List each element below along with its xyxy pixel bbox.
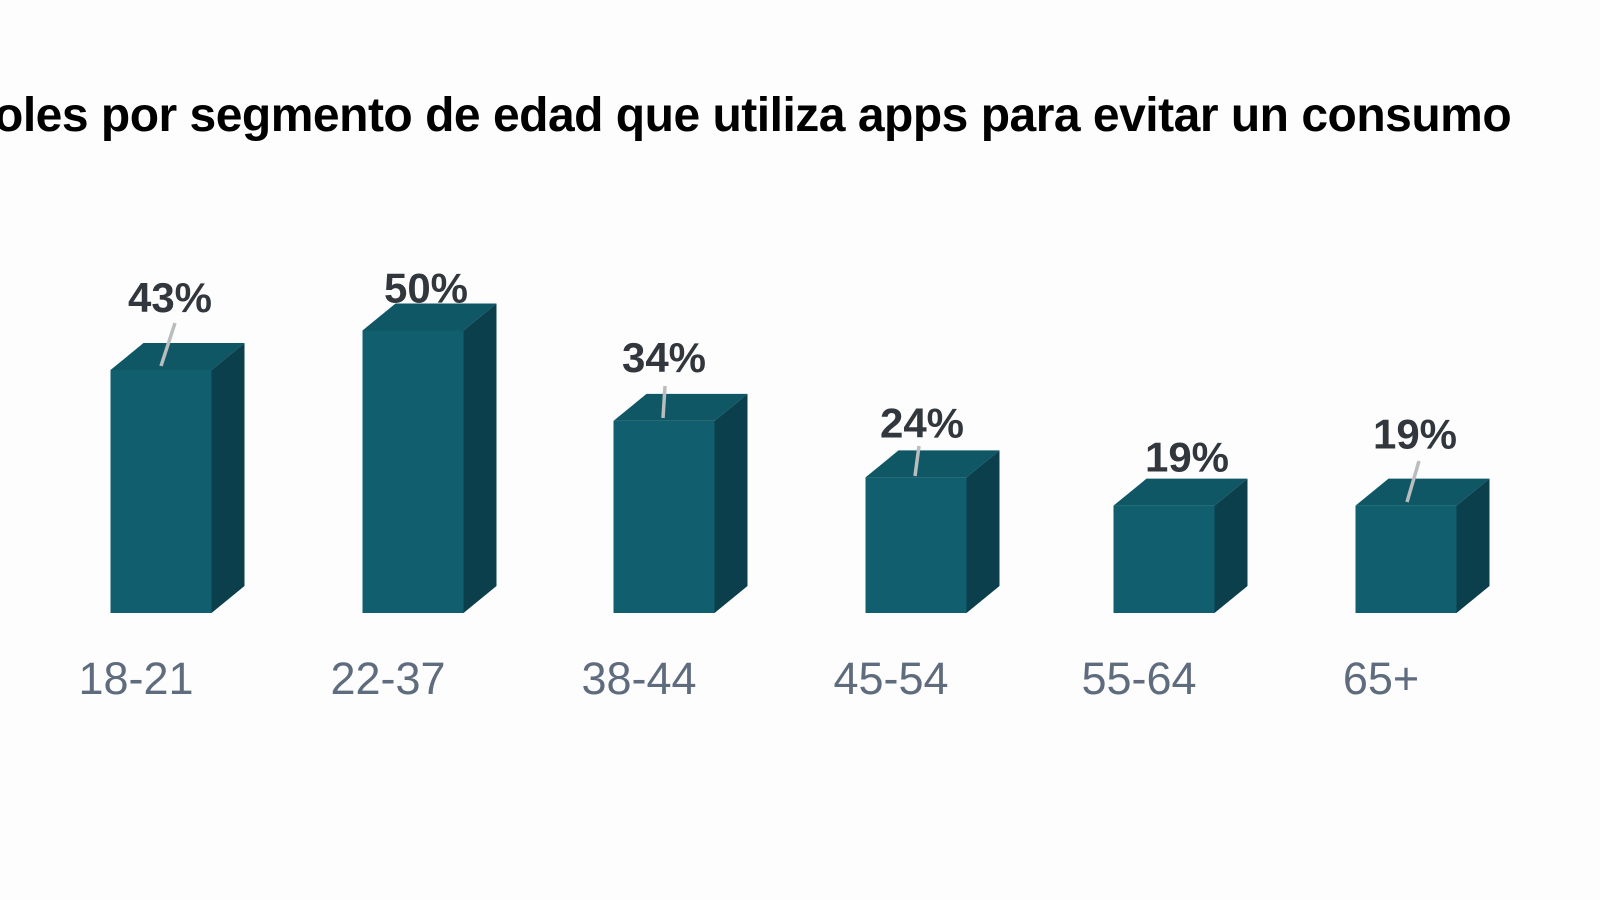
bar-top-face	[613, 393, 748, 421]
bar-top-face	[1113, 478, 1248, 506]
bar-top-face	[362, 303, 497, 331]
bar-group	[362, 303, 497, 613]
leader-line	[661, 385, 667, 419]
category-label: 22-37	[330, 653, 445, 704]
bar-side-face	[1456, 478, 1490, 613]
bar-side-face	[463, 303, 497, 613]
bar-front-face	[865, 477, 967, 613]
category-label: 18-21	[78, 653, 193, 704]
category-label: 55-64	[1081, 653, 1196, 704]
leader-line	[913, 445, 921, 477]
bar-side-face	[211, 343, 245, 613]
bar-top-face	[1355, 478, 1490, 506]
bar-group	[1113, 478, 1248, 613]
bar-group	[613, 393, 748, 613]
leader-line	[1405, 460, 1421, 503]
bar-top-face	[110, 343, 245, 371]
bar-side-face	[1214, 478, 1248, 613]
bar-value-label: 43%	[128, 274, 212, 321]
bar-value-label: 19%	[1145, 434, 1229, 481]
bar-value-label: 50%	[384, 265, 468, 312]
bar-front-face	[1355, 505, 1457, 613]
category-label: 38-44	[581, 653, 696, 704]
chart-title: oles por segmento de edad que utiliza ap…	[0, 89, 1512, 142]
bar-side-face	[714, 393, 748, 613]
category-label: 45-54	[833, 653, 948, 704]
bar-value-label: 34%	[622, 334, 706, 381]
bar-top-face	[865, 450, 1000, 478]
bar-group	[865, 450, 1000, 613]
bar-value-label: 24%	[880, 399, 964, 446]
bar-front-face	[110, 370, 212, 613]
bar-side-face	[966, 450, 1000, 613]
bar-front-face	[1113, 505, 1215, 613]
leader-line	[159, 322, 177, 367]
bar-group	[1355, 478, 1490, 613]
category-label: 65+	[1343, 653, 1419, 704]
bar-value-label: 19%	[1373, 411, 1457, 458]
bar-front-face	[613, 420, 715, 613]
bar-front-face	[362, 330, 464, 613]
bar-group	[110, 343, 245, 613]
